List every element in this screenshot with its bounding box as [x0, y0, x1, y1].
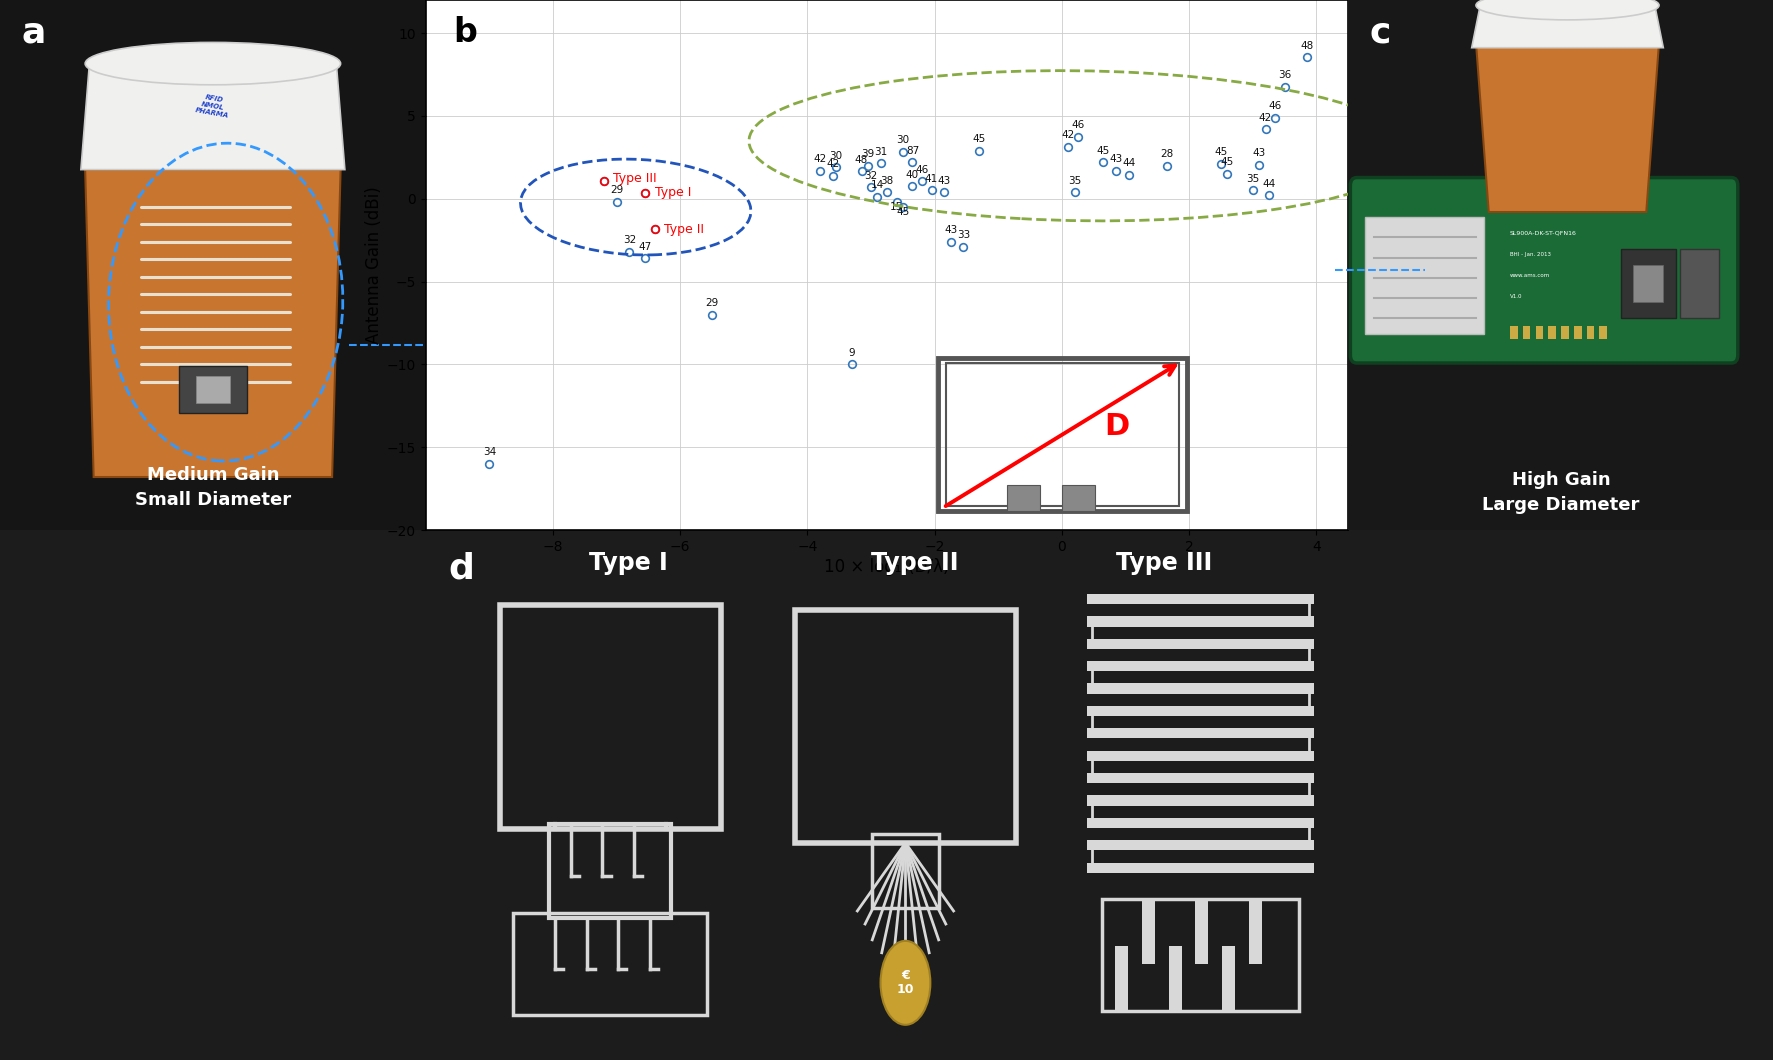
- Bar: [1548, 326, 1555, 339]
- Ellipse shape: [85, 42, 340, 85]
- Text: 32: 32: [863, 171, 878, 180]
- FancyBboxPatch shape: [1349, 177, 1738, 363]
- Text: 38: 38: [879, 176, 894, 186]
- Bar: [1535, 326, 1543, 339]
- Bar: [195, 376, 230, 403]
- Y-axis label: Antenna Gain (dBi): Antenna Gain (dBi): [365, 187, 383, 343]
- Text: 35: 35: [1067, 176, 1082, 186]
- Text: 32: 32: [622, 235, 635, 245]
- Text: 46: 46: [915, 164, 927, 175]
- Text: b: b: [454, 16, 477, 49]
- Text: 45: 45: [972, 135, 986, 144]
- Text: 43: 43: [1252, 148, 1266, 158]
- Bar: [1679, 249, 1718, 318]
- Bar: [1573, 326, 1582, 339]
- Text: 15: 15: [890, 202, 902, 212]
- Text: c: c: [1369, 16, 1390, 50]
- Text: 42: 42: [826, 159, 839, 169]
- Text: 48: 48: [1300, 40, 1312, 51]
- Text: 43: 43: [943, 225, 957, 235]
- Ellipse shape: [1475, 0, 1658, 20]
- Text: 43: 43: [938, 176, 950, 186]
- Text: 39: 39: [862, 149, 874, 159]
- Text: 46: 46: [1268, 101, 1280, 111]
- Text: a: a: [21, 16, 46, 50]
- Bar: [1509, 326, 1518, 339]
- Text: 44: 44: [1261, 179, 1275, 189]
- Text: 34: 34: [482, 447, 496, 457]
- Text: BHI - Jan. 2013: BHI - Jan. 2013: [1509, 252, 1550, 257]
- Text: RFID
NMOL
PHARMA: RFID NMOL PHARMA: [195, 93, 230, 119]
- Text: 45: 45: [895, 207, 910, 217]
- X-axis label: 10 × log₁₀(D/λ): 10 × log₁₀(D/λ): [824, 558, 949, 576]
- Text: Type I: Type I: [654, 186, 691, 198]
- Text: 9: 9: [847, 348, 855, 358]
- Text: 44: 44: [1122, 158, 1135, 169]
- Text: Medium Gain
Small Diameter: Medium Gain Small Diameter: [135, 465, 291, 509]
- Text: Type II: Type II: [663, 223, 704, 236]
- Text: 35: 35: [1245, 174, 1259, 183]
- Polygon shape: [82, 64, 344, 170]
- Text: 41: 41: [924, 174, 938, 183]
- Bar: [1633, 265, 1663, 302]
- Text: 36: 36: [1277, 70, 1291, 81]
- Text: 31: 31: [874, 146, 886, 157]
- Polygon shape: [1472, 5, 1663, 48]
- Text: High Gain
Large Diameter: High Gain Large Diameter: [1482, 471, 1638, 514]
- Bar: [1585, 326, 1594, 339]
- Text: www.ams.com: www.ams.com: [1509, 273, 1550, 278]
- Text: 29: 29: [706, 298, 718, 308]
- Text: Type III: Type III: [613, 173, 656, 185]
- Bar: [1621, 249, 1675, 318]
- Text: 33: 33: [956, 230, 970, 241]
- Text: 87: 87: [906, 145, 918, 156]
- Text: d: d: [449, 551, 475, 585]
- Text: 30: 30: [830, 151, 842, 161]
- Text: Type II: Type II: [871, 551, 957, 576]
- Text: Type III: Type III: [1115, 551, 1211, 576]
- Text: 42: 42: [814, 154, 826, 164]
- Text: SL900A-DK-ST-QFN16: SL900A-DK-ST-QFN16: [1509, 231, 1576, 235]
- Text: 43: 43: [1108, 154, 1122, 164]
- Bar: [1365, 217, 1484, 334]
- Text: 45: 45: [1220, 157, 1234, 167]
- Text: 48: 48: [855, 155, 867, 164]
- Text: 42: 42: [1060, 130, 1074, 140]
- Bar: [179, 366, 246, 413]
- Text: 40: 40: [906, 170, 918, 180]
- Polygon shape: [1475, 42, 1658, 212]
- Bar: [1599, 326, 1606, 339]
- Polygon shape: [85, 170, 340, 477]
- Text: 14: 14: [871, 180, 883, 191]
- Text: 47: 47: [638, 242, 651, 252]
- Text: 29: 29: [610, 186, 622, 195]
- Bar: [1560, 326, 1567, 339]
- Text: 28: 28: [1160, 149, 1174, 159]
- Text: 45: 45: [1215, 147, 1227, 157]
- Text: 30: 30: [895, 135, 910, 145]
- Text: V1.0: V1.0: [1509, 295, 1521, 299]
- Text: Type I: Type I: [589, 551, 668, 576]
- Text: 45: 45: [1096, 145, 1110, 156]
- Bar: [1521, 326, 1530, 339]
- Text: 46: 46: [1071, 120, 1083, 130]
- Text: 42: 42: [1259, 112, 1271, 123]
